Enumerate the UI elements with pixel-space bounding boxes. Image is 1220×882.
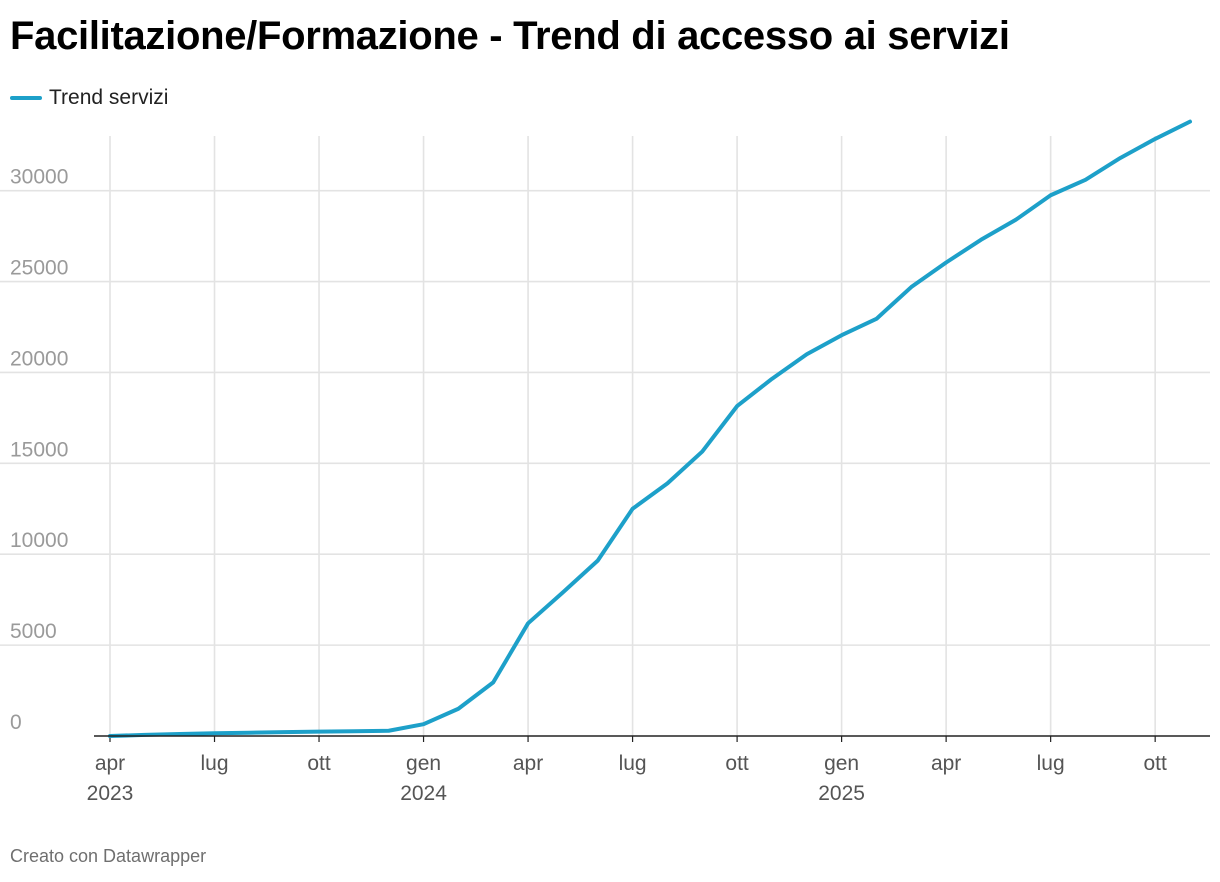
footer-credit: Creato con Datawrapper: [10, 846, 207, 866]
x-tick-label-10: ott: [1143, 752, 1167, 775]
x-axis-labels: apr 2023 lug ott gen 2024 apr lug ott gen 2025 apr l…: [87, 752, 1167, 805]
y-tick-label-25000: 25000: [10, 257, 68, 280]
x-tick-year-2024: 2024: [400, 782, 447, 805]
legend-label-trend-servizi: Trend servizi: [49, 86, 169, 109]
x-tick-label-3: gen: [406, 752, 441, 775]
y-tick-label-5000: 5000: [10, 620, 57, 643]
x-tick-label-5: lug: [619, 752, 647, 775]
x-tick-year-2023: 2023: [87, 782, 134, 805]
series-layer: [108, 119, 1192, 738]
series-line-trend-servizi: [108, 119, 1192, 738]
legend: Trend servizi: [10, 84, 168, 112]
y-tick-label-20000: 20000: [10, 347, 68, 370]
y-tick-label-0: 0: [10, 711, 22, 734]
y-tick-label-10000: 10000: [10, 529, 68, 552]
y-axis-labels: 0 5000 10000 15000 20000 25000 30000: [10, 166, 68, 734]
x-tick-label-9: lug: [1037, 752, 1065, 775]
y-tick-label-15000: 15000: [10, 438, 68, 461]
grid-lines: [0, 136, 1210, 742]
chart-title: Facilitazione/Formazione - Trend di acce…: [10, 14, 1010, 58]
x-tick-label-6: ott: [725, 752, 749, 775]
x-tick-year-2025: 2025: [818, 782, 865, 805]
y-tick-label-30000: 30000: [10, 166, 68, 189]
x-tick-label-7: gen: [824, 752, 859, 775]
x-tick-label-4: apr: [513, 752, 543, 775]
legend-swatch-trend-servizi: [10, 96, 42, 100]
x-tick-label-2: ott: [307, 752, 331, 775]
x-tick-label-1: lug: [201, 752, 229, 775]
x-tick-label-0: apr: [95, 752, 125, 775]
x-tick-label-8: apr: [931, 752, 961, 775]
